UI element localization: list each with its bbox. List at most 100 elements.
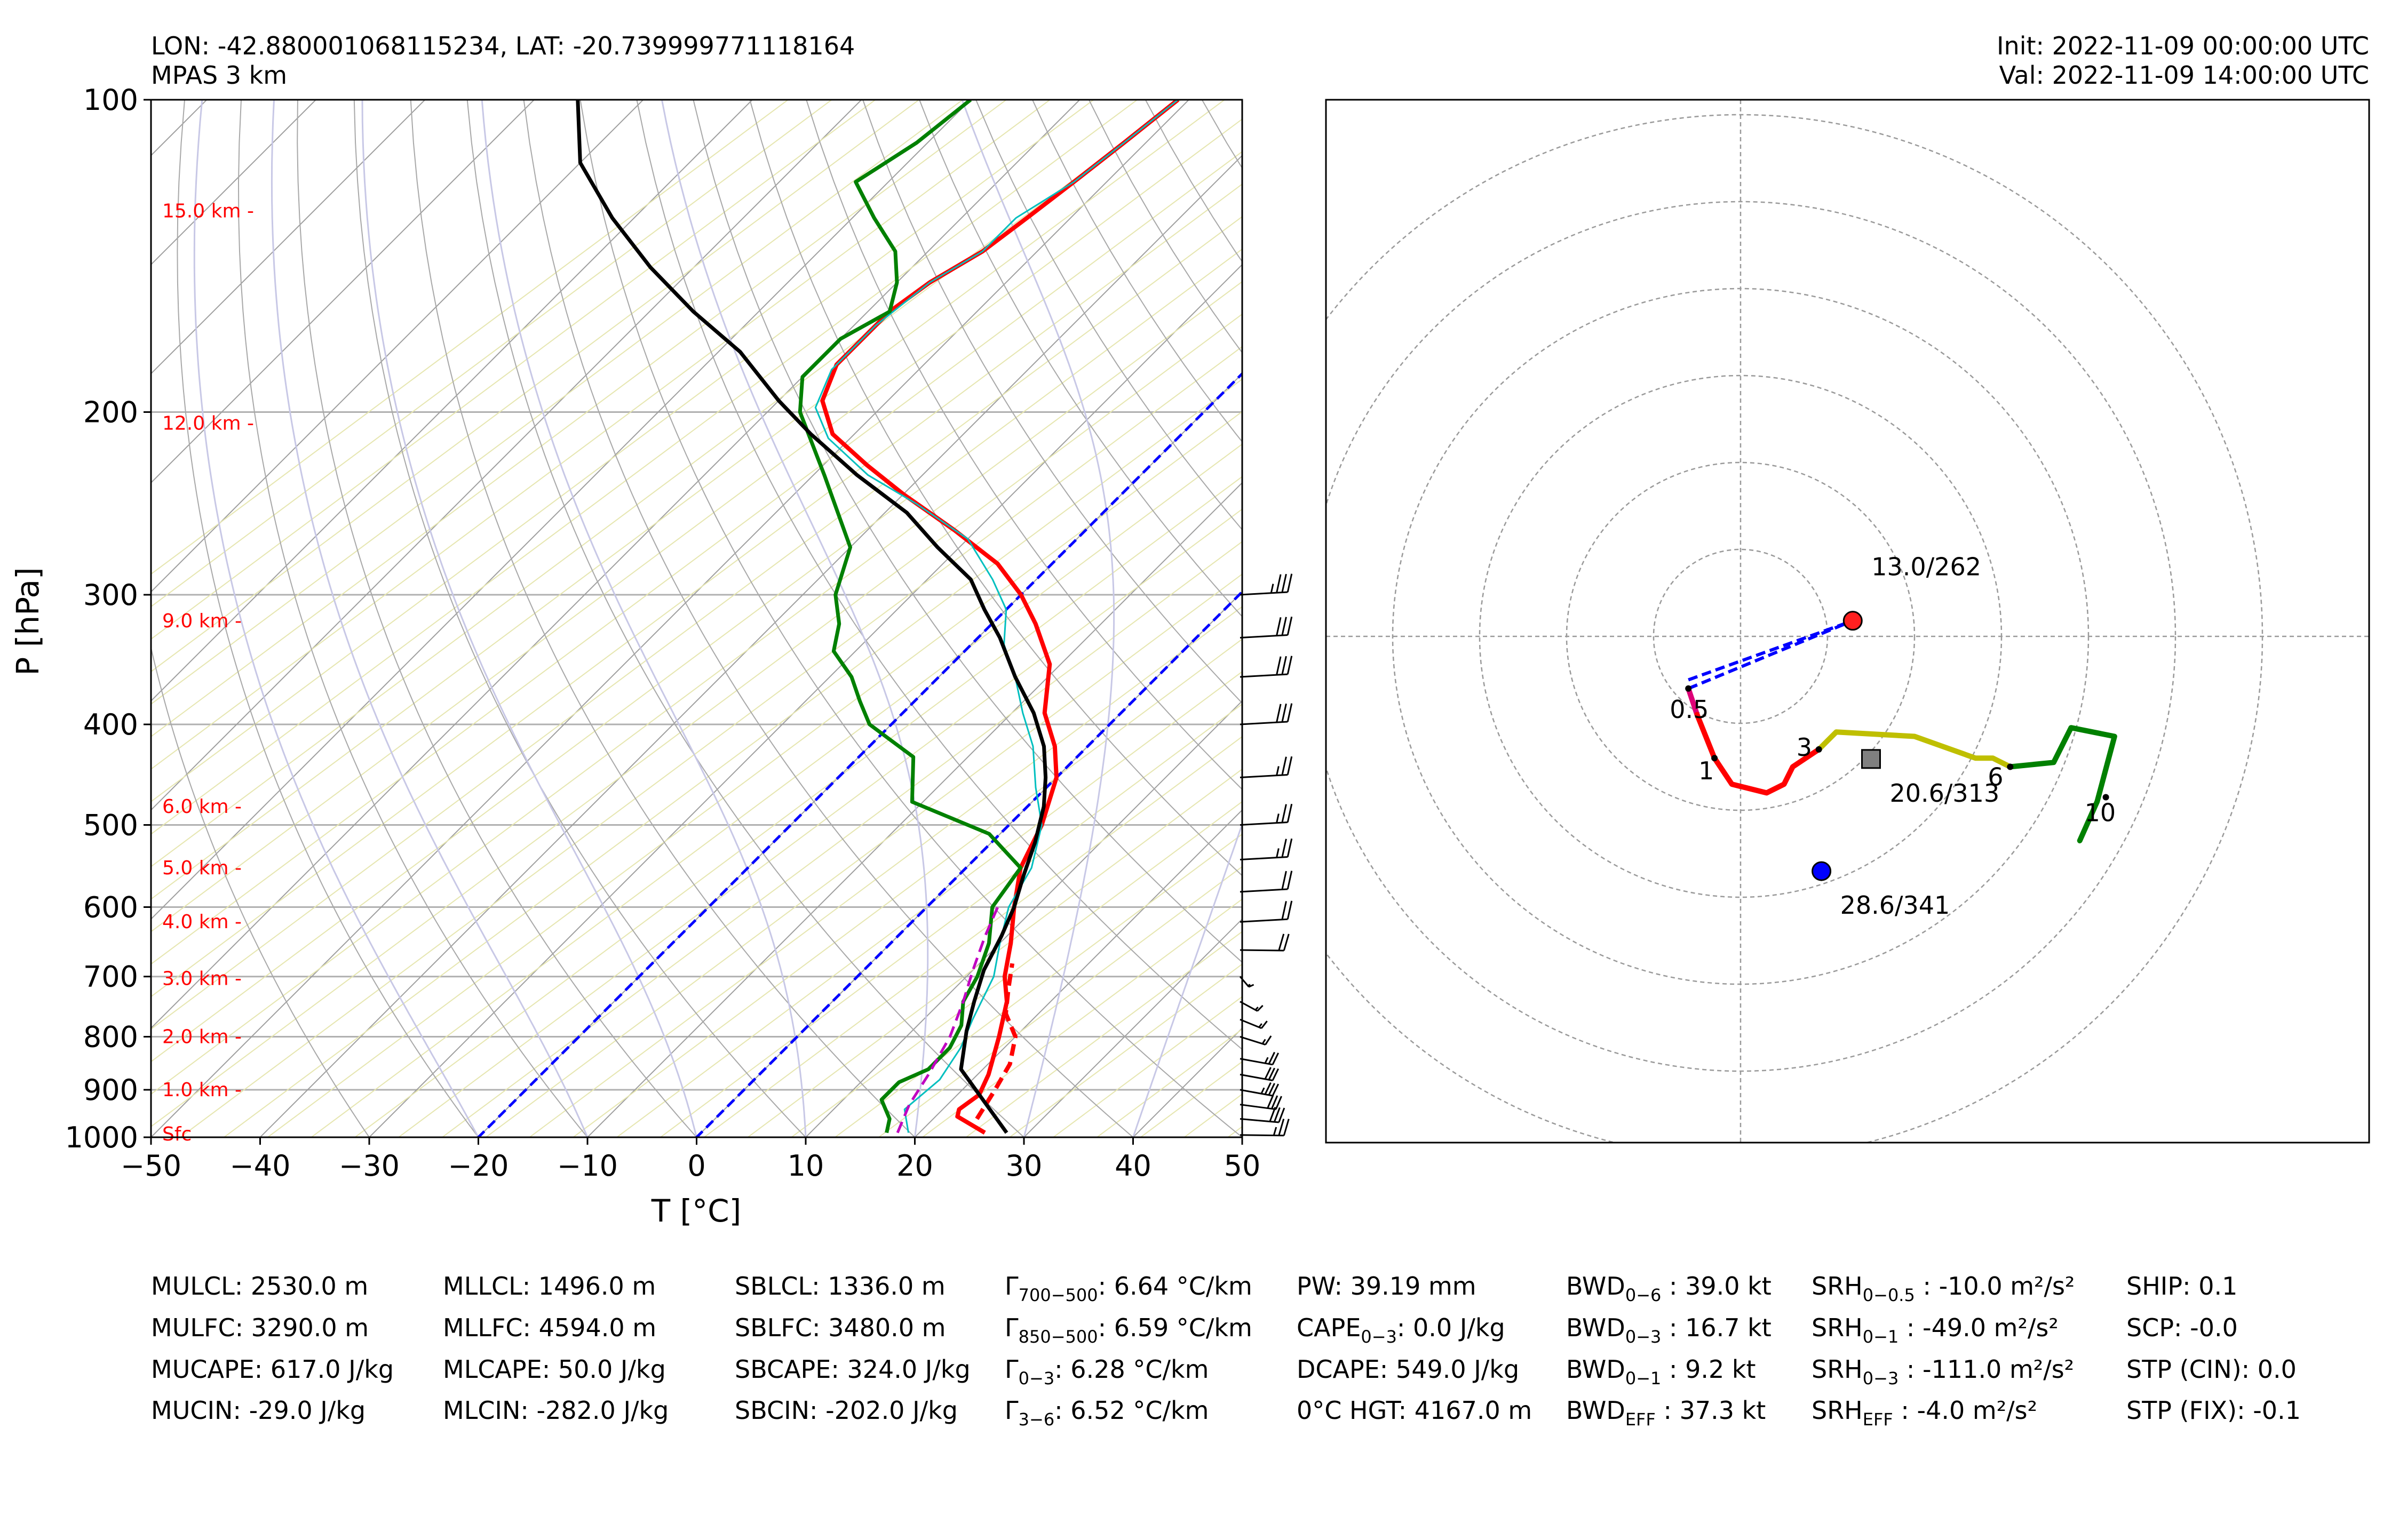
mixing-ratio-line (398, 508, 1242, 1137)
mixing-ratio-line (1096, 1028, 1242, 1137)
isotherm-line (1023, 918, 1242, 1137)
mixing-ratio-line (151, 100, 964, 705)
shear-vector (1688, 619, 1854, 682)
mixing-ratio-line (484, 573, 1242, 1137)
x-tick-label: 30 (1006, 1149, 1043, 1183)
height-marker-dot (2007, 763, 2014, 770)
dry-adiabat (862, 100, 1242, 704)
dry-adiabat (1145, 100, 1242, 263)
parameter-value: MLCAPE: 50.0 J/kg (443, 1355, 666, 1384)
dry-adiabat (636, 100, 1242, 1050)
dry-adiabat (523, 100, 1134, 1137)
hodograph-segment (1816, 729, 2013, 770)
wind-barb (1240, 1067, 1280, 1081)
right-mover-label: 28.6/341 (1840, 891, 1950, 920)
x-tick-label: −10 (557, 1149, 618, 1183)
wind-barb (1240, 1018, 1268, 1030)
hodograph-panel: 0.5 1 3 6 10 13.0/262 28.6/341 20.6/313 (1325, 99, 2370, 1144)
hodograph-frame (1325, 99, 2370, 1144)
mixing-ratio-line (151, 313, 1242, 1128)
parameter-value: PW: 39.19 mm (1297, 1272, 1476, 1300)
height-marker-dot (2102, 794, 2109, 801)
mean-wind-marker (1861, 749, 1881, 769)
parameter-value: Γ700−500: 6.64 °C/km (1005, 1272, 1252, 1305)
height-label: 15.0 km - (162, 201, 254, 222)
isotherm-line (914, 809, 1242, 1137)
skewt-frame (150, 99, 1243, 1138)
hodograph-trace (1685, 619, 2117, 843)
y-tick-label: 800 (83, 1020, 138, 1054)
mixing-ratio-line (1052, 996, 1242, 1137)
mixing-ratio-line (179, 346, 1242, 1137)
mixing-ratio-line (151, 100, 1095, 803)
mixing-ratio-line (616, 671, 1242, 1137)
parameter-value: SBLCL: 1336.0 m (735, 1272, 946, 1300)
x-tick-label: 0 (687, 1149, 705, 1183)
parameter-value: 0°C HGT: 4167.0 m (1297, 1396, 1532, 1425)
y-tick-label: 400 (83, 708, 138, 741)
wind-barb (1240, 1001, 1264, 1012)
moist-adiabat (661, 100, 929, 1137)
dry-adiabat (749, 100, 1242, 876)
wind-barb (1240, 838, 1293, 861)
parameter-value: SRHEFF : -4.0 m²/s² (1812, 1396, 2037, 1430)
isotherm-line (1241, 1136, 1242, 1137)
moist-adiabat (193, 100, 479, 1137)
mixing-ratio-line (151, 100, 833, 608)
height-marker-dot (1685, 685, 1692, 692)
wind-barb (1240, 656, 1293, 678)
y-tick-label: 200 (83, 396, 138, 429)
model-text: MPAS 3 km (151, 61, 287, 90)
mixing-ratio-line (1227, 1126, 1242, 1137)
dry-adiabat (1201, 100, 1242, 169)
virtual_temperature-profile (814, 100, 1179, 1133)
moist-adiabat (361, 100, 697, 1137)
wetbulb-profile (896, 906, 999, 1134)
height-marker-dot (1815, 746, 1822, 753)
parameter-value: MLCIN: -282.0 J/kg (443, 1396, 669, 1425)
parameter-value: MULFC: 3290.0 m (151, 1313, 369, 1342)
mixing-ratio-line (151, 100, 1226, 900)
mixing-ratio-line (151, 100, 1139, 835)
parameter-value: Γ850−500: 6.59 °C/km (1005, 1313, 1252, 1347)
wind-barb (1240, 1051, 1280, 1066)
hodograph-segment (1686, 685, 1700, 717)
hodograph-grid (1326, 100, 2369, 1143)
isotherm-line (151, 100, 644, 593)
dewpoint-profile (798, 100, 1023, 1134)
isotherm-line (1132, 1027, 1242, 1137)
mixing-ratio-line (921, 898, 1242, 1137)
mixing-ratio-line (151, 183, 1242, 998)
temperature-profile (975, 963, 1018, 1120)
hodograph-labels: 0.5 1 3 6 10 13.0/262 28.6/341 20.6/313 (1670, 553, 2116, 920)
x-tick-label: 10 (788, 1149, 824, 1183)
moist-adiabat (271, 100, 589, 1137)
wind-barb (1240, 573, 1293, 596)
wind-barb (1240, 756, 1293, 778)
parameter-value: SCP: -0.0 (2126, 1313, 2238, 1342)
mixing-ratio-line (151, 100, 1051, 770)
isotherm-line (151, 100, 1081, 1029)
parameter-value: BWD0−3 : 16.7 kt (1566, 1313, 1772, 1347)
mixing-ratio-line (354, 476, 1242, 1137)
parameter-value: MUCIN: -29.0 J/kg (151, 1396, 366, 1425)
x-tick-label: 40 (1115, 1149, 1151, 1183)
mixing-ratio-line (151, 100, 920, 673)
height-label: 12.0 km - (162, 412, 254, 434)
dry-adiabat (297, 100, 697, 1137)
parameter-value: SBCAPE: 324.0 J/kg (735, 1355, 971, 1384)
mixing-ratio-line (441, 541, 1242, 1137)
dry-adiabat (151, 645, 370, 1137)
height-label: 4.0 km - (162, 911, 242, 933)
mixing-ratio-line (528, 605, 1242, 1137)
isotherm-line (586, 482, 1242, 1137)
isotherm-line (151, 100, 972, 920)
height-marker-label: 6 (1988, 763, 2003, 792)
mixing-ratio-line (878, 866, 1242, 1137)
wind-barb (1240, 1035, 1272, 1046)
y-tick-label: 500 (83, 808, 138, 842)
mixing-ratio-line (151, 100, 1007, 738)
dry-adiabat (237, 100, 589, 1137)
wind-barb (1240, 1119, 1290, 1137)
height-label: Sfc (162, 1123, 192, 1145)
